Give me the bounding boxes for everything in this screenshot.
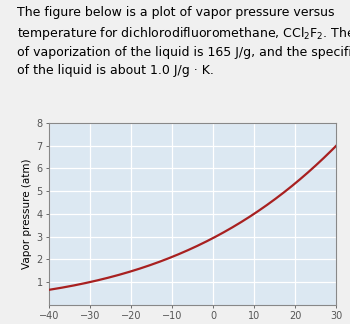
Y-axis label: Vapor pressure (atm): Vapor pressure (atm) (22, 158, 32, 269)
Text: The figure below is a plot of vapor pressure versus
temperature for dichlorodifl: The figure below is a plot of vapor pres… (17, 6, 350, 77)
